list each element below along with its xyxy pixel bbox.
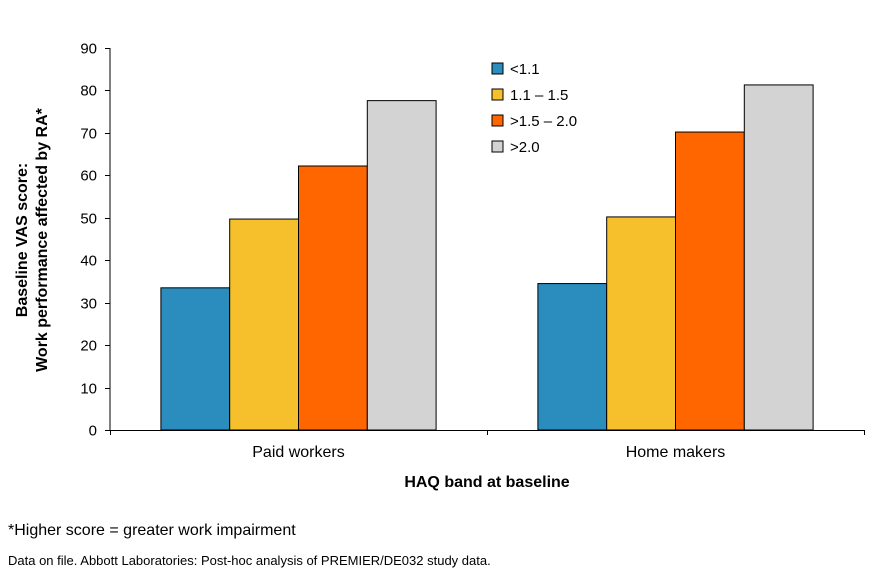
legend-swatch — [491, 88, 504, 101]
bar — [606, 216, 677, 431]
y-tick-label: 30 — [80, 296, 97, 313]
footnote: *Higher score = greater work impairment — [8, 522, 296, 539]
bar — [537, 283, 608, 431]
y-tick-label: 20 — [80, 338, 97, 355]
legend-swatch — [491, 62, 504, 75]
legend-label: >2.0 — [510, 139, 540, 156]
x-axis: Paid workers Home makers — [110, 430, 865, 461]
bar — [229, 218, 299, 431]
y-tick-label: 0 — [89, 423, 97, 440]
y-axis-title: Baseline VAS score: Work performance aff… — [14, 107, 51, 372]
y-tick-label: 50 — [80, 211, 97, 228]
y-tick-label: 60 — [80, 168, 97, 185]
x-axis-title: HAQ band at baseline — [404, 474, 569, 491]
bar — [366, 100, 437, 431]
y-axis-title-line2: Work performance affected by RA* — [34, 107, 51, 372]
y-axis-title-line1: Baseline VAS score: — [14, 163, 31, 317]
legend-label: 1.1 – 1.5 — [510, 87, 568, 104]
x-category-label: Home makers — [626, 444, 726, 461]
bars — [160, 84, 814, 431]
y-tick-label: 80 — [80, 83, 97, 100]
y-tick-label: 10 — [80, 381, 97, 398]
x-category-label: Paid workers — [252, 444, 344, 461]
y-axis: 0 10 20 30 40 50 60 70 80 90 — [80, 41, 111, 440]
y-tick-label: 90 — [80, 41, 97, 58]
y-tick-label: 40 — [80, 253, 97, 270]
legend: <1.1 1.1 – 1.5 >1.5 – 2.0 >2.0 — [491, 61, 577, 156]
legend-label: <1.1 — [510, 61, 540, 78]
bar — [160, 287, 231, 431]
source-note: Data on file. Abbott Laboratories: Post-… — [8, 553, 491, 568]
legend-swatch — [491, 140, 504, 153]
legend-label: >1.5 – 2.0 — [510, 113, 577, 130]
bar — [743, 84, 814, 431]
bar — [298, 165, 368, 431]
legend-swatch — [491, 114, 504, 127]
y-tick-label: 70 — [80, 126, 97, 143]
bar-chart: 0 10 20 30 40 50 60 70 80 90 Paid workers Home mak… — [14, 41, 865, 491]
bar — [675, 131, 745, 431]
